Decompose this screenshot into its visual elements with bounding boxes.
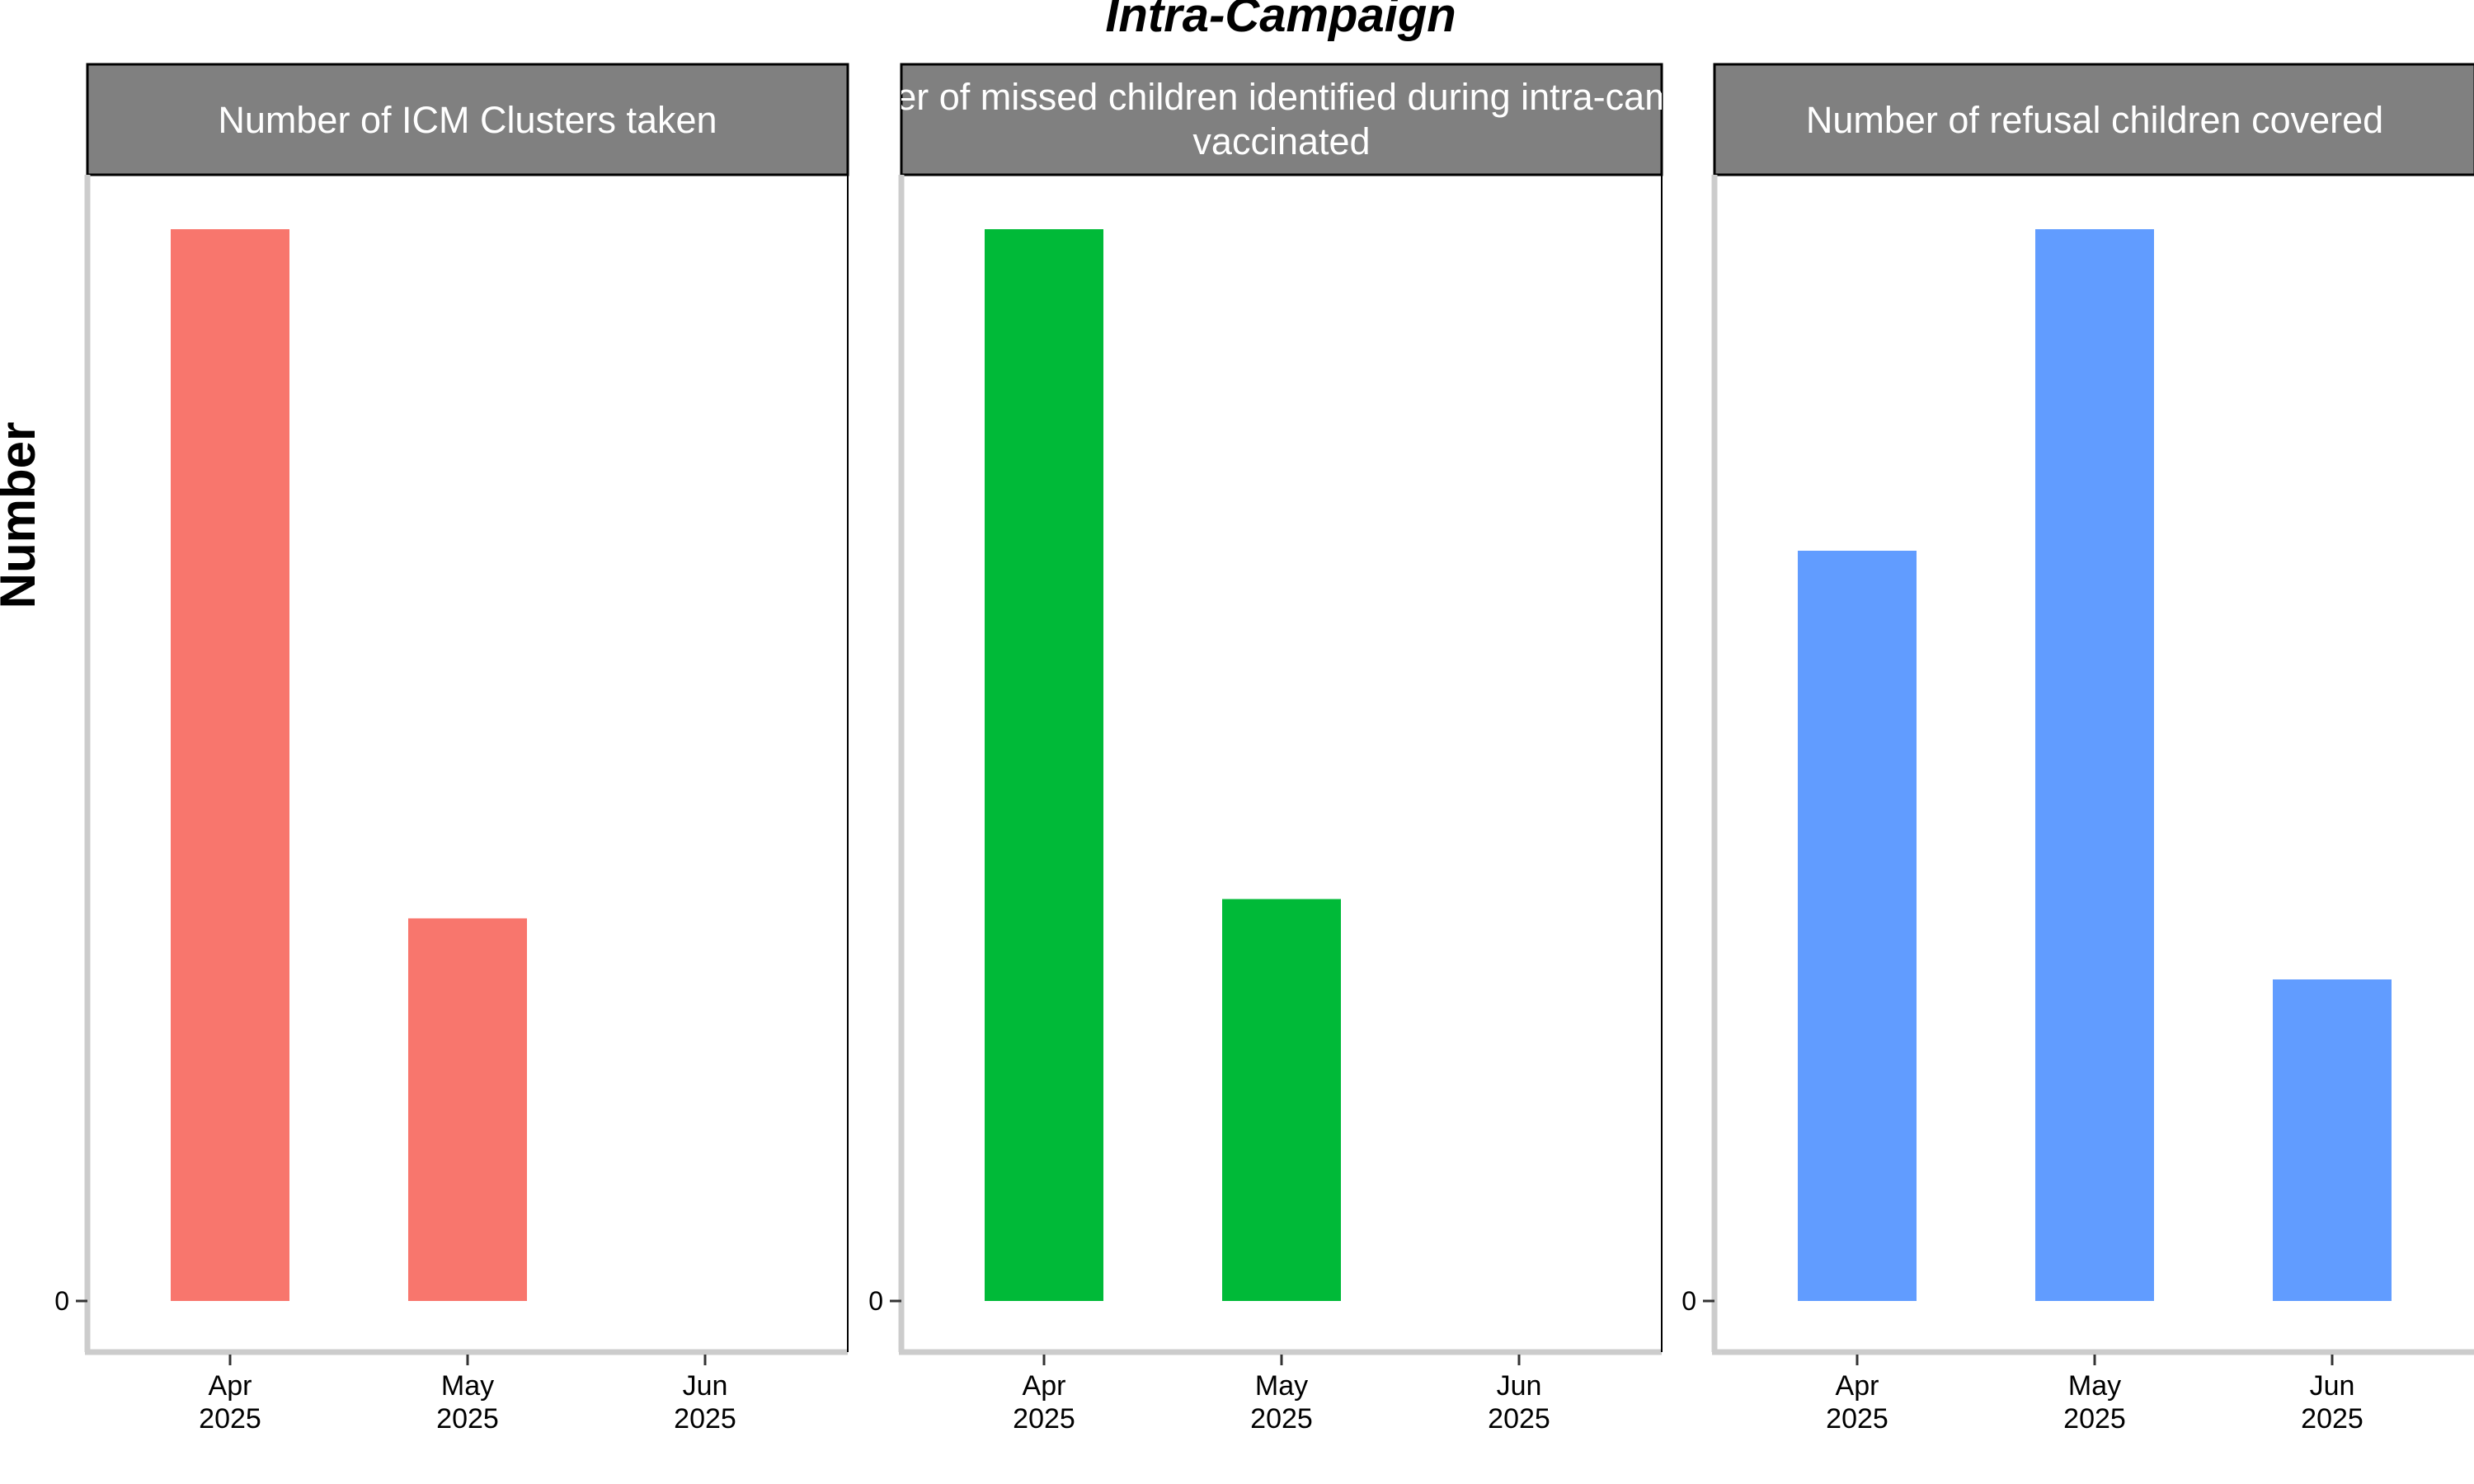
x-tick-label-year: 2025 <box>1013 1403 1075 1435</box>
bar <box>2273 979 2392 1301</box>
bar <box>408 918 527 1301</box>
x-tick-label-month: Jun <box>683 1370 728 1402</box>
facet-title-line: Number of missed children identified dur… <box>797 76 1766 118</box>
facet-panel: Number of missed children identified dur… <box>797 63 1766 1435</box>
x-tick-label-year: 2025 <box>1488 1403 1550 1435</box>
bar <box>985 229 1103 1301</box>
facet-strip-title: Number of ICM Clusters taken <box>218 99 717 141</box>
facet-panel: Number of refusal children covered0Apr20… <box>1681 63 2474 1435</box>
bar <box>171 229 289 1301</box>
facet-strip <box>1713 63 2474 176</box>
facet-title-line: Number of refusal children covered <box>1806 99 2383 141</box>
facet-title-line: Number of ICM Clusters taken <box>218 99 717 141</box>
x-tick-label-year: 2025 <box>1826 1403 1888 1435</box>
facet-panel: Number of ICM Clusters taken0Apr2025May2… <box>54 63 849 1435</box>
x-tick-label-year: 2025 <box>674 1403 736 1435</box>
y-tick-label: 0 <box>1681 1286 1696 1316</box>
x-tick-label-month: Jun <box>1497 1370 1542 1402</box>
y-axis-title: Number <box>0 422 45 609</box>
facet-title-line: vaccinated <box>1192 120 1370 162</box>
x-tick-label-year: 2025 <box>436 1403 499 1435</box>
bar <box>1798 551 1917 1301</box>
y-tick-label: 0 <box>54 1286 69 1316</box>
bar <box>1222 899 1341 1301</box>
x-tick-label-month: Apr <box>1836 1370 1879 1402</box>
facet-strip-title: Number of missed children identified dur… <box>797 76 1766 162</box>
x-tick-label-year: 2025 <box>2301 1403 2363 1435</box>
x-tick-label-month: Jun <box>2310 1370 2355 1402</box>
facet-strip-title: Number of refusal children covered <box>1806 99 2383 141</box>
chart-title: Intra-Campaign <box>1105 0 1456 42</box>
facet-strip <box>900 63 1663 176</box>
facet-strip <box>86 63 849 176</box>
bar <box>2035 229 2154 1301</box>
facet-panels: Number of ICM Clusters taken0Apr2025May2… <box>54 63 2474 1435</box>
x-tick-label-month: May <box>441 1370 494 1402</box>
x-tick-label-month: May <box>2068 1370 2121 1402</box>
x-tick-label-month: Apr <box>209 1370 252 1402</box>
y-tick-label: 0 <box>868 1286 883 1316</box>
x-tick-label-month: Apr <box>1023 1370 1066 1402</box>
x-tick-label-year: 2025 <box>2063 1403 2126 1435</box>
x-tick-label-month: May <box>1255 1370 1308 1402</box>
x-tick-label-year: 2025 <box>1250 1403 1313 1435</box>
x-tick-label-year: 2025 <box>199 1403 261 1435</box>
